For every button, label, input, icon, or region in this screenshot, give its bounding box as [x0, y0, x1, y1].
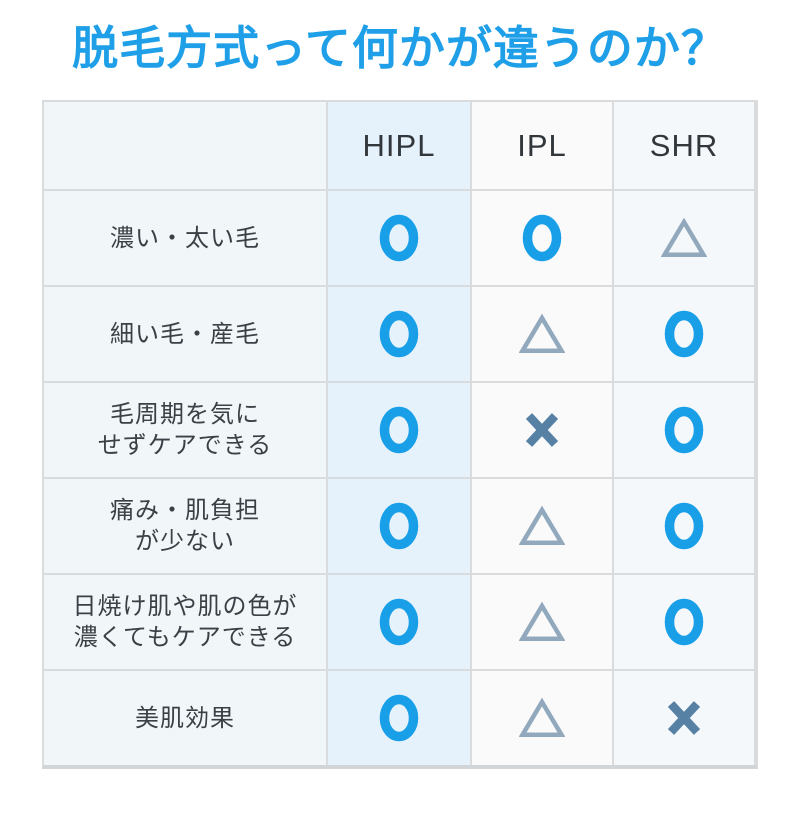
- row-label-line: 濃い・太い毛: [110, 224, 260, 252]
- symbol-cell-circle: [328, 287, 470, 381]
- circle-icon: [664, 406, 704, 454]
- page-title: 脱毛方式って何かが違うのか？: [72, 23, 728, 74]
- comparison-table: HIPL IPL SHR 濃い・太い毛 細い毛・産毛 毛周期を気に せずケアできる 痛み・肌負…: [42, 100, 758, 769]
- triangle-icon: [519, 698, 565, 738]
- triangle-icon: [519, 314, 565, 354]
- triangle-icon: [661, 218, 707, 258]
- symbol-cell-circle: [472, 191, 612, 285]
- symbol-cell-circle: [614, 287, 754, 381]
- column-title: HIPL: [362, 127, 436, 163]
- circle-icon: [379, 310, 419, 358]
- symbol-cell-circle: [614, 383, 754, 477]
- circle-icon: [379, 694, 419, 742]
- column-title: SHR: [649, 127, 719, 163]
- triangle-icon: [519, 602, 565, 642]
- row-label: 毛周期を気に せずケアできる: [44, 383, 326, 477]
- row-label: 細い毛・産毛: [44, 287, 326, 381]
- row-label-line: 濃くてもケアできる: [73, 624, 297, 651]
- row-label-line: 日焼け肌や肌の色が: [72, 593, 298, 620]
- row-label: 日焼け肌や肌の色が 濃くてもケアできる: [44, 575, 326, 669]
- symbol-cell-triangle: [472, 671, 612, 765]
- row-label: 濃い・太い毛: [44, 191, 326, 285]
- symbol-cell-circle: [328, 191, 470, 285]
- circle-icon: [664, 502, 704, 550]
- row-label-line: 美肌効果: [135, 704, 235, 732]
- cross-icon: [667, 701, 701, 735]
- header-cell-shr: SHR: [614, 102, 754, 189]
- row-label-line: 細い毛・産毛: [110, 320, 260, 348]
- row-label: 痛み・肌負担 が少ない: [44, 479, 326, 573]
- circle-icon: [379, 214, 419, 262]
- header-cell-blank: [44, 102, 326, 189]
- triangle-icon: [519, 506, 565, 546]
- symbol-cell-circle: [328, 479, 470, 573]
- symbol-cell-circle: [328, 383, 470, 477]
- symbol-cell-cross: [614, 671, 754, 765]
- cross-icon: [525, 413, 559, 447]
- row-label: 美肌効果: [44, 671, 326, 765]
- symbol-cell-triangle: [472, 479, 612, 573]
- column-title: IPL: [517, 127, 567, 163]
- symbol-cell-circle: [328, 671, 470, 765]
- symbol-cell-triangle: [472, 575, 612, 669]
- circle-icon: [664, 310, 704, 358]
- circle-icon: [379, 406, 419, 454]
- row-label-line: せずケアできる: [97, 432, 273, 459]
- circle-icon: [522, 214, 562, 262]
- symbol-cell-circle: [614, 479, 754, 573]
- circle-icon: [664, 598, 704, 646]
- symbol-cell-cross: [472, 383, 612, 477]
- symbol-cell-triangle: [472, 287, 612, 381]
- symbol-cell-circle: [614, 575, 754, 669]
- row-label-line: が少ない: [135, 528, 235, 555]
- symbol-cell-circle: [328, 575, 470, 669]
- circle-icon: [379, 598, 419, 646]
- row-label-line: 毛周期を気に: [110, 401, 260, 428]
- symbol-cell-triangle: [614, 191, 754, 285]
- header-cell-hipl: HIPL: [328, 102, 470, 189]
- circle-icon: [379, 502, 419, 550]
- header-cell-ipl: IPL: [472, 102, 612, 189]
- row-label-line: 痛み・肌負担: [110, 497, 260, 524]
